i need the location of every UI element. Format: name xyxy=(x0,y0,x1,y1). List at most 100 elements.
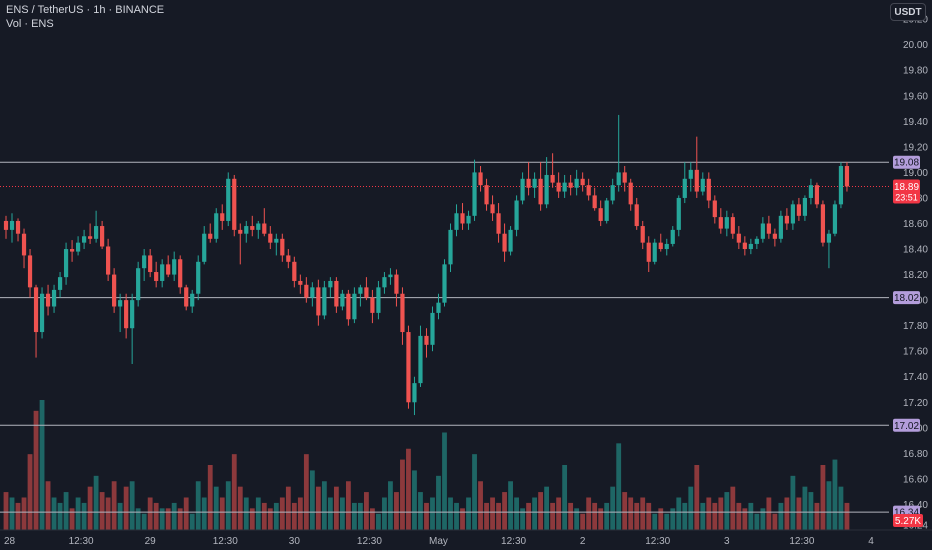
volume-bar xyxy=(790,475,796,530)
candle-body xyxy=(514,200,519,230)
volume-bar xyxy=(430,497,435,530)
volume-bar xyxy=(628,497,634,530)
candle-body xyxy=(376,287,381,313)
candle-body xyxy=(748,243,753,250)
volume-bar xyxy=(724,492,730,530)
volume-bar xyxy=(796,497,802,530)
candle-body xyxy=(694,169,699,192)
volume-bar xyxy=(351,502,357,530)
candle-body xyxy=(424,335,429,345)
price-axis-tick: 17.60 xyxy=(903,347,928,358)
candle-body xyxy=(292,261,297,281)
level-price-label: 17.02 xyxy=(894,421,919,432)
candle-body xyxy=(57,277,63,290)
candle-body xyxy=(604,200,609,221)
price-axis-tick: 17.40 xyxy=(903,372,928,383)
candle-body xyxy=(280,238,285,256)
volume-bar xyxy=(730,486,736,530)
volume-bar xyxy=(814,502,820,530)
volume-bar xyxy=(45,481,51,530)
candle-body xyxy=(100,226,105,247)
candle-body xyxy=(142,255,147,269)
volume-bar xyxy=(27,454,33,530)
volume-bar xyxy=(327,497,333,530)
volume-bar xyxy=(550,502,556,530)
volume-bar xyxy=(586,497,592,530)
candle-body xyxy=(244,226,249,234)
candle-countdown: 23:51 xyxy=(895,192,918,202)
candle-body xyxy=(310,287,315,298)
symbol-title: ENS / TetherUS · 1h · BINANCE xyxy=(6,4,165,16)
volume-bar xyxy=(664,513,670,530)
candle-body xyxy=(322,287,327,316)
volume-bar xyxy=(592,502,598,530)
volume-bar xyxy=(93,475,99,530)
candle-body xyxy=(45,293,51,307)
volume-bar xyxy=(466,497,471,530)
candle-body xyxy=(334,280,339,307)
volume-bar xyxy=(9,497,15,530)
candle-body xyxy=(166,264,171,275)
time-axis-tick: 12:30 xyxy=(789,536,814,547)
candle-body xyxy=(490,204,495,214)
candle-body xyxy=(160,264,165,281)
volume-bar xyxy=(748,502,754,530)
candle-body xyxy=(178,259,183,288)
level-price-label: 16.34 xyxy=(894,508,919,519)
volume-bar xyxy=(598,508,604,530)
candle-body xyxy=(820,204,826,243)
candle-body xyxy=(766,223,771,234)
candle-body xyxy=(39,293,45,333)
candle-body xyxy=(520,178,525,201)
candle-body xyxy=(718,217,723,229)
price-axis-tick: 19.60 xyxy=(903,91,928,102)
time-axis-tick: 12:30 xyxy=(357,536,382,547)
volume-bar xyxy=(478,481,483,530)
volume-bar xyxy=(207,465,213,530)
volume-bar xyxy=(442,432,447,530)
candle-body xyxy=(532,178,537,188)
volume-bar xyxy=(57,502,63,530)
volume-bar xyxy=(604,502,610,530)
candle-body xyxy=(148,255,153,273)
price-axis-tick: 19.80 xyxy=(903,66,928,77)
volume-bar xyxy=(502,492,507,530)
volume-bar xyxy=(111,481,117,530)
time-axis-tick: May xyxy=(429,536,448,547)
candle-body xyxy=(436,302,441,313)
volume-bar xyxy=(712,502,718,530)
volume-bar xyxy=(147,497,153,530)
candle-body xyxy=(238,229,243,234)
volume-bar xyxy=(345,481,351,530)
candles xyxy=(3,114,850,416)
volume-bar xyxy=(400,459,405,530)
volume-value-badge xyxy=(893,514,923,527)
volume-bar xyxy=(838,486,844,530)
volume-bar xyxy=(736,502,742,530)
candle-body xyxy=(730,217,735,234)
volume-bar xyxy=(646,502,652,530)
candle-body xyxy=(688,169,693,179)
candle-body xyxy=(640,226,645,243)
volume-bar xyxy=(135,508,141,530)
candle-body xyxy=(622,172,627,183)
candle-body xyxy=(250,226,255,230)
last-price-badge xyxy=(893,179,920,204)
volume-bar xyxy=(99,492,105,530)
volume-bar xyxy=(394,492,399,530)
candle-body xyxy=(388,274,393,278)
candle-body xyxy=(556,182,561,192)
candle-body xyxy=(184,287,189,307)
volume-bar xyxy=(460,508,465,530)
currency-button[interactable]: USDT xyxy=(890,3,926,21)
candle-body xyxy=(340,293,345,307)
candle-body xyxy=(700,178,705,192)
volume-bar xyxy=(123,486,129,530)
candle-body xyxy=(21,233,27,256)
candle-body xyxy=(838,166,844,205)
candle-body xyxy=(592,195,597,209)
volume-bar xyxy=(159,508,165,530)
volume-bar xyxy=(3,492,9,530)
volume-bar xyxy=(370,508,375,530)
